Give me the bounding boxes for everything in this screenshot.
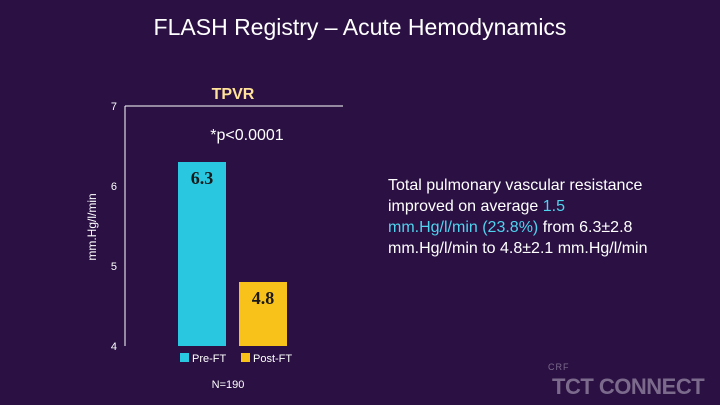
chart-title: TPVR: [212, 86, 255, 103]
legend-entry: Post-FT: [253, 353, 292, 365]
y-axis-label: mm.Hg/l/min: [85, 193, 99, 260]
y-tick-label: 7: [111, 101, 117, 113]
sample-size-note: N=190: [212, 379, 245, 391]
slide-title: FLASH Registry – Acute Hemodynamics: [153, 14, 567, 40]
logo-crf-text: CRF: [548, 362, 570, 372]
summary-text-part2: from 6.3±2.8 mm.Hg/l/min to 4.8±2.1 mm.H…: [388, 219, 648, 257]
bar-post-ft: [239, 282, 287, 346]
significance-annotation: *p<0.0001: [210, 127, 284, 144]
y-tick-label: 6: [111, 181, 117, 193]
bar-value-label: 6.3: [191, 168, 214, 188]
bar-pre-ft: [178, 162, 226, 346]
summary-text-highlight: 1.5 mm.Hg/l/min (23.8%): [388, 198, 566, 236]
bar-value-label: 4.8: [252, 288, 275, 308]
summary-text: Total pulmonary vascular resistance impr…: [388, 175, 658, 259]
y-tick-label: 4: [111, 341, 117, 353]
tct-connect-logo: CRF TCT CONNECT: [548, 362, 708, 400]
y-tick-label: 5: [111, 261, 117, 273]
logo-main-text: TCT CONNECT: [552, 374, 705, 399]
legend-swatch: [180, 353, 189, 362]
summary-text-part1: Total pulmonary vascular resistance impr…: [388, 177, 643, 215]
legend-swatch: [241, 353, 250, 362]
legend-entry: Pre-FT: [192, 353, 227, 365]
